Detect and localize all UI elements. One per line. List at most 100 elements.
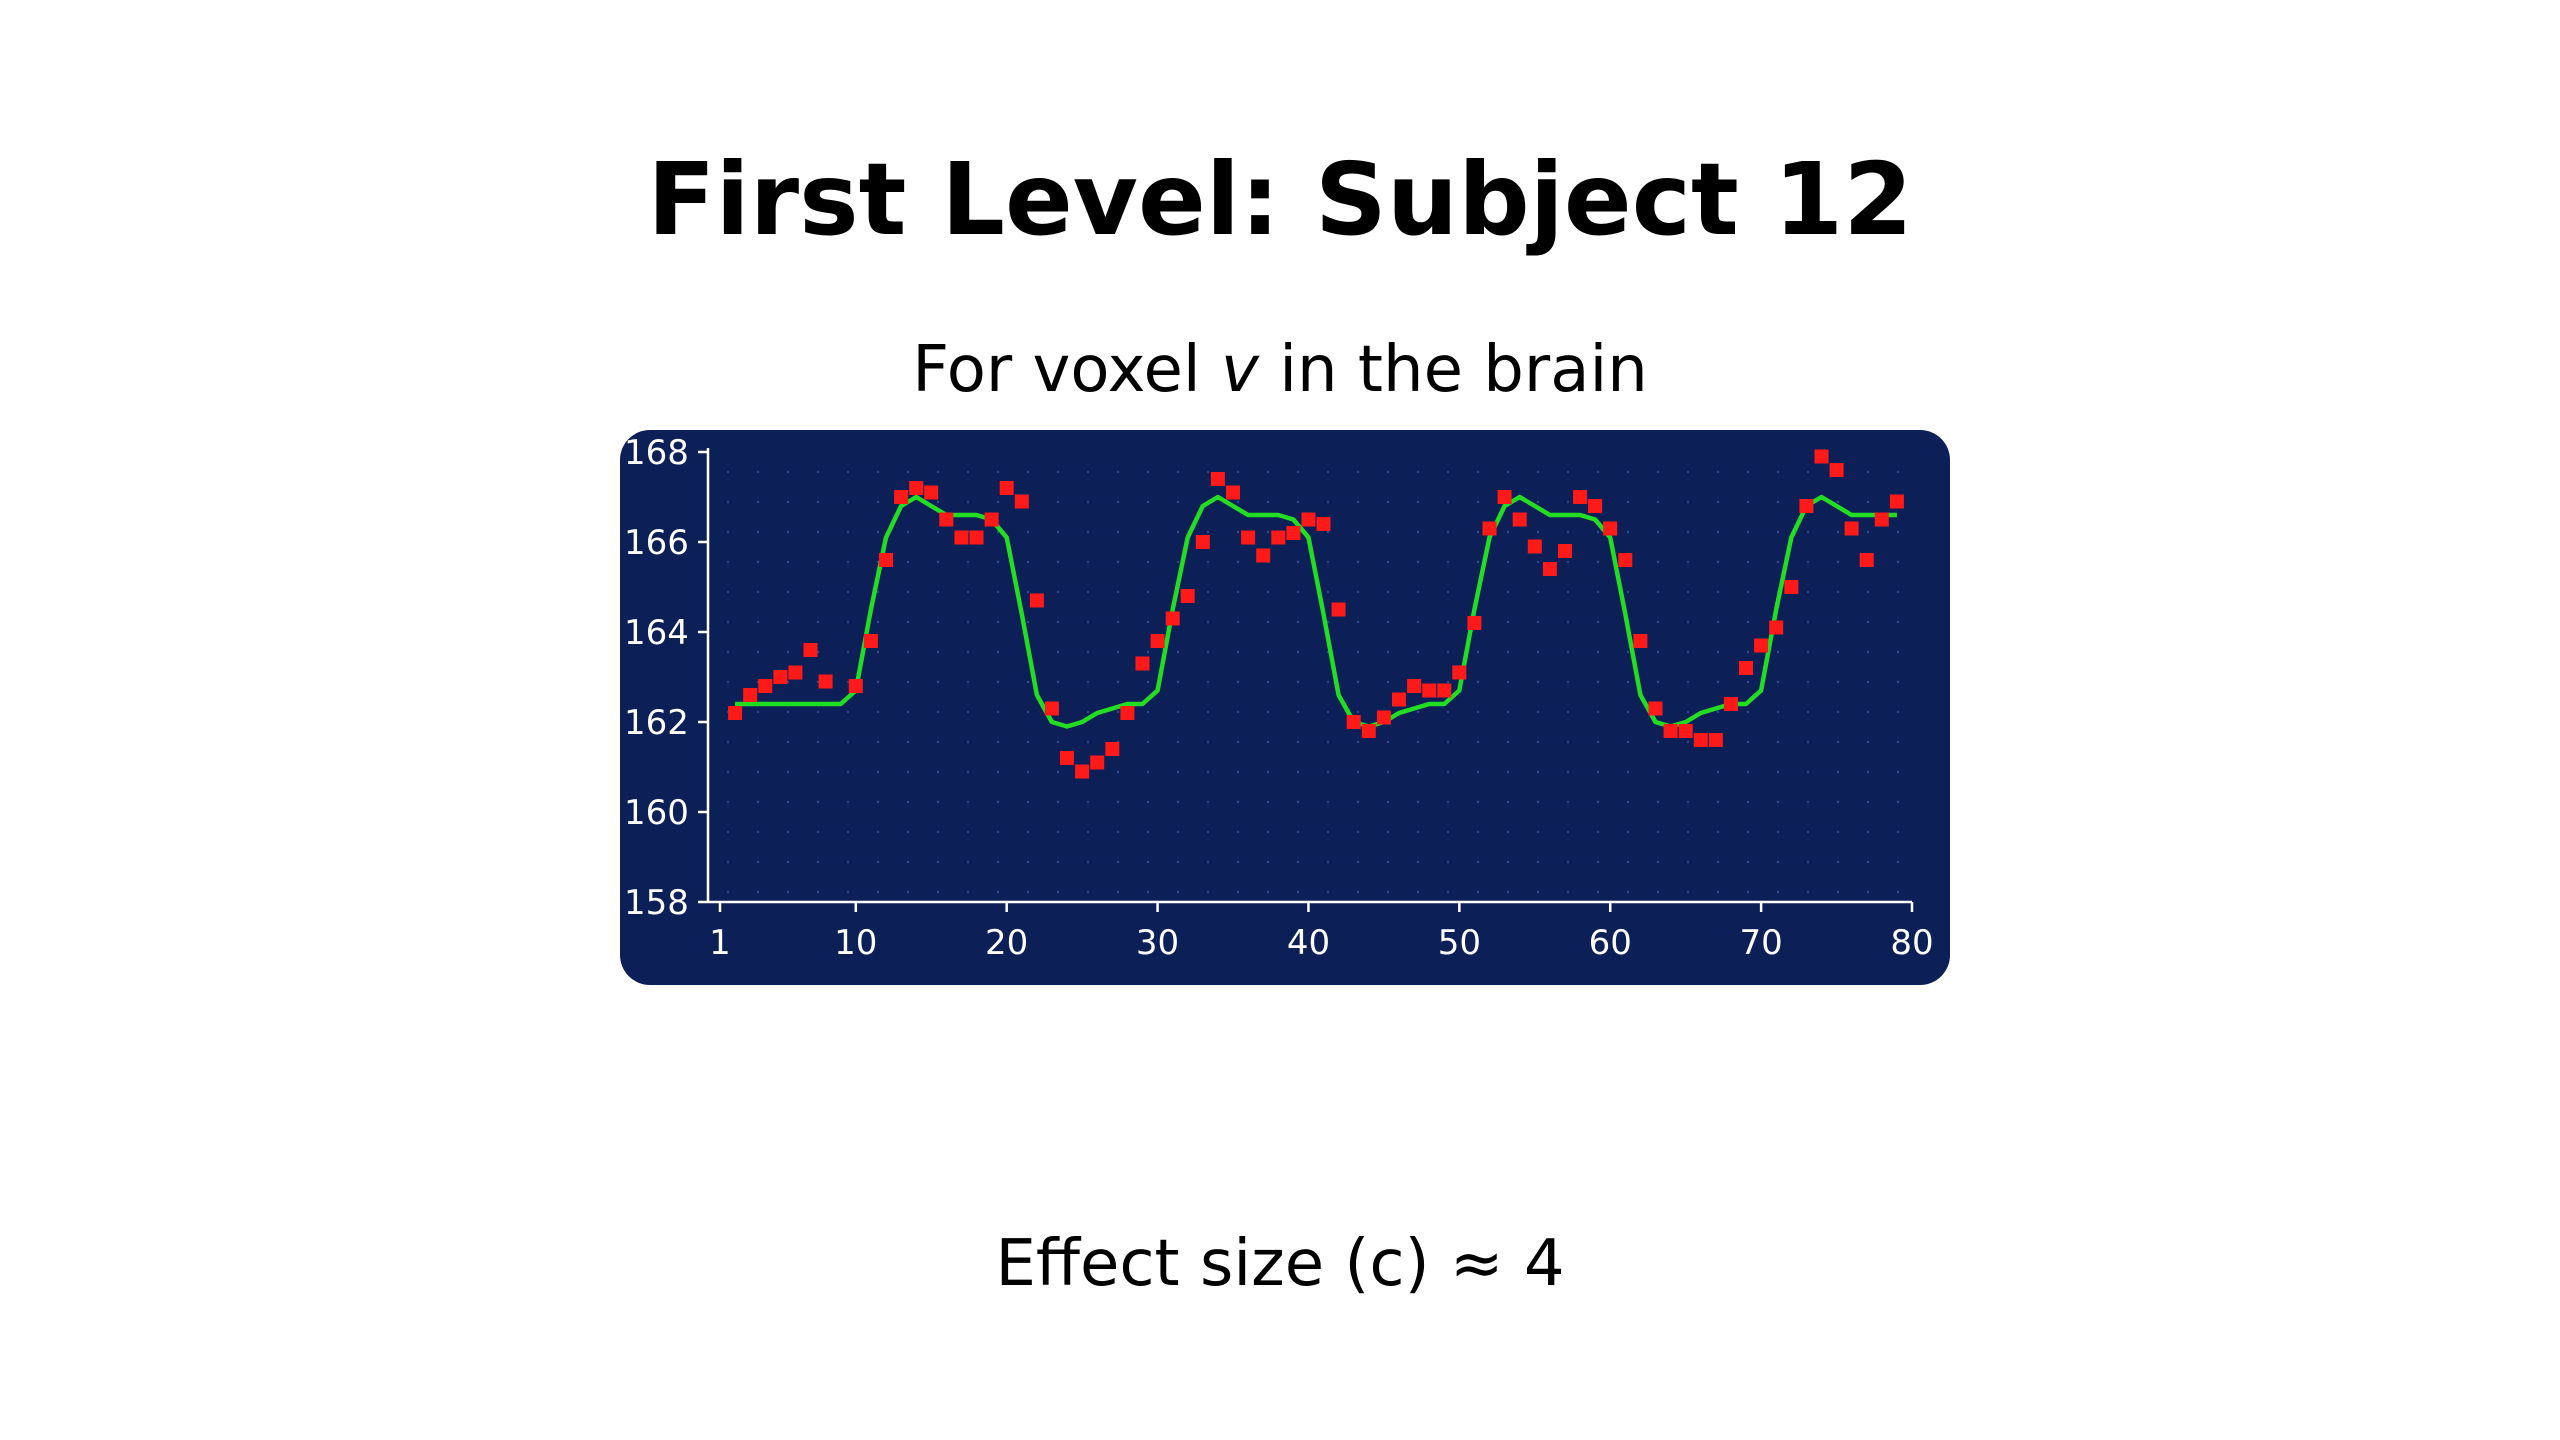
data-point <box>1859 553 1874 567</box>
subtitle-text-pre: For voxel <box>912 333 1222 407</box>
data-point <box>1301 512 1316 527</box>
data-point <box>1814 449 1829 464</box>
data-point <box>1558 544 1572 558</box>
data-point <box>1135 656 1150 671</box>
y-tick-label: 168 <box>624 433 689 473</box>
y-tick-label: 164 <box>624 613 689 653</box>
data-point <box>863 634 878 648</box>
y-tick-label: 162 <box>624 703 689 743</box>
model-fit-line <box>735 494 1897 729</box>
data-point <box>1527 539 1542 554</box>
data-point <box>1241 530 1256 545</box>
data-point <box>1029 593 1044 608</box>
data-point <box>1678 724 1693 738</box>
data-point <box>1331 602 1346 617</box>
data-point <box>1663 724 1678 738</box>
x-tick-label: 80 <box>1890 923 1933 963</box>
data-point <box>1497 490 1512 504</box>
data-point <box>1784 580 1799 594</box>
grid-dots <box>726 470 1900 894</box>
data-point <box>1482 521 1497 536</box>
y-tick-label: 166 <box>624 523 689 563</box>
data-point <box>1799 499 1814 513</box>
data-point <box>1693 733 1708 747</box>
data-point <box>1512 512 1527 527</box>
data-point <box>758 679 773 693</box>
data-point <box>1829 463 1844 477</box>
subtitle: For voxel v in the brain <box>0 338 2560 402</box>
data-point <box>1437 683 1452 698</box>
x-tick-label: 40 <box>1287 923 1330 963</box>
data-point <box>1195 535 1210 549</box>
data-point <box>1542 562 1557 576</box>
data-point <box>939 512 954 527</box>
data-point <box>1150 634 1165 648</box>
data-point <box>1316 517 1331 531</box>
data-point <box>1180 589 1195 603</box>
data-point <box>1014 494 1029 509</box>
data-point <box>743 688 758 702</box>
data-point <box>1226 485 1240 500</box>
x-tick-label: 30 <box>1136 923 1179 963</box>
x-tick-label: 60 <box>1589 923 1632 963</box>
data-point <box>803 643 818 657</box>
data-point <box>999 481 1014 495</box>
data-point <box>848 679 863 693</box>
data-point <box>1165 611 1180 626</box>
x-tick-label: 1 <box>709 923 731 963</box>
subtitle-text-post: in the brain <box>1258 333 1648 407</box>
data-point <box>1286 526 1301 540</box>
data-point <box>1452 665 1467 680</box>
data-point <box>1844 521 1859 536</box>
data-point <box>909 481 924 495</box>
x-tick-label: 20 <box>985 923 1028 963</box>
data-point <box>1376 710 1391 725</box>
data-point <box>1044 701 1059 716</box>
data-point <box>894 490 909 504</box>
data-point <box>879 553 893 567</box>
subtitle-voxel-variable: v <box>1221 333 1259 407</box>
data-point <box>818 674 833 689</box>
x-tick-label: 70 <box>1739 923 1782 963</box>
data-point <box>924 485 939 500</box>
data-point <box>969 530 984 545</box>
data-point <box>1090 755 1105 770</box>
data-point <box>1573 490 1588 504</box>
chart-panel: 158 160 162 164 166 168 1 10 20 30 40 50 60 70 80 <box>620 430 1950 985</box>
data-point <box>1588 499 1603 513</box>
data-point <box>1723 697 1738 711</box>
data-point <box>1256 548 1271 563</box>
data-point <box>1060 751 1074 765</box>
data-point <box>1889 494 1904 509</box>
timeseries-chart: 158 160 162 164 166 168 1 10 20 30 40 50 60 70 80 <box>624 433 1934 963</box>
data-point <box>1708 733 1723 747</box>
data-point <box>1648 701 1663 716</box>
data-point <box>1618 553 1633 567</box>
data-point <box>1422 683 1437 698</box>
data-point <box>1271 530 1286 545</box>
slide-title: First Level: Subject 12 <box>647 141 1913 258</box>
data-point <box>773 670 788 684</box>
data-point <box>728 706 743 720</box>
data-point <box>1633 634 1648 648</box>
data-point <box>788 665 803 680</box>
data-point <box>1407 679 1422 693</box>
data-point <box>1210 472 1225 486</box>
data-point <box>1874 512 1889 527</box>
x-tick-label: 50 <box>1438 923 1481 963</box>
data-point <box>1105 742 1120 756</box>
effect-size-text: Effect size (c) ≈ 4 <box>995 1227 1565 1301</box>
data-point <box>984 512 999 527</box>
data-point <box>1392 692 1406 707</box>
data-point <box>1739 661 1753 675</box>
x-tick-label: 10 <box>834 923 877 963</box>
data-point <box>954 530 969 545</box>
data-point <box>1120 706 1135 720</box>
data-point <box>1603 521 1618 536</box>
y-tick-label: 160 <box>624 793 689 833</box>
data-point <box>1346 715 1361 729</box>
data-point <box>1754 638 1769 653</box>
data-point <box>1075 764 1090 779</box>
y-tick-label: 158 <box>624 883 689 923</box>
data-point <box>1769 620 1784 635</box>
